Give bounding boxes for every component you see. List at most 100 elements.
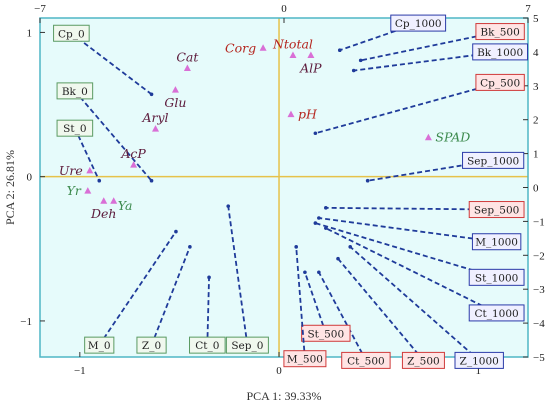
sample-cp-0: Cp_0 [53, 24, 154, 97]
sample-box [468, 304, 525, 322]
top-tick-label: 7 [525, 3, 531, 15]
sample-label: Ct_1000 [475, 308, 519, 320]
y-tick-label: −1 [20, 316, 32, 328]
x-tick-label: 0 [276, 365, 282, 377]
y-tick-label: 0 [27, 172, 33, 184]
variable-ntotal: Ntotal [272, 37, 313, 59]
sample-label: Cp_500 [480, 77, 520, 89]
sample-z-1000: Z_1000 [348, 245, 504, 369]
sample-label: St_0 [63, 123, 86, 135]
sample-point [174, 229, 178, 234]
sample-box [225, 336, 269, 354]
variable-aryl: Aryl [141, 110, 169, 132]
variable-label: AcP [120, 146, 146, 161]
variable-alp: AlP [299, 51, 322, 76]
sample-point [207, 275, 211, 280]
sample-label: Cp_1000 [395, 18, 442, 30]
sample-leader-line [206, 277, 210, 346]
x-axis-title: PCA 1: 39.33% [246, 389, 321, 403]
sample-z-500: Z_500 [336, 256, 445, 369]
sample-point [188, 245, 192, 249]
sample-label: Z_500 [407, 355, 440, 367]
variable-label: Ya [118, 198, 133, 213]
sample-point [97, 178, 102, 183]
variable-ure: Ure [59, 163, 94, 178]
sample-z-0: Z_0 [136, 245, 192, 354]
sample-sep-500: Sep_500 [324, 201, 525, 219]
variable-marker [287, 110, 295, 118]
sample-point [358, 58, 363, 63]
sample-label: Bk_1000 [477, 47, 523, 59]
variable-label: Yr [67, 183, 82, 198]
variable-label: Ntotal [272, 37, 313, 52]
sample-label: Bk_0 [62, 86, 88, 98]
sample-point [324, 226, 328, 230]
variable-marker [259, 44, 267, 51]
sample-m-0: M_0 [84, 229, 178, 354]
sample-leader-line [349, 246, 480, 362]
sample-box [390, 14, 447, 32]
sample-leader-line [318, 271, 367, 361]
sample-point [317, 270, 321, 275]
x-tick-label: 1 [475, 365, 481, 377]
sample-label: Ct_500 [347, 355, 385, 367]
sample-leader-line [150, 246, 191, 346]
variable-glu: Glu [164, 86, 186, 110]
sample-box [84, 336, 115, 354]
sample-box [56, 119, 94, 137]
right-tick-label: 0 [533, 183, 539, 195]
sample-label: Cp_0 [58, 28, 85, 40]
sample-label: M_0 [88, 340, 111, 352]
sample-point [149, 92, 154, 97]
variable-spad: SPAD [424, 130, 470, 145]
variable-marker [183, 64, 191, 71]
sample-label: Ct_0 [195, 340, 219, 352]
sample-label: M_500 [287, 354, 323, 366]
sample-box [472, 43, 529, 61]
sample-leader-line [295, 246, 306, 359]
sample-ct-500: Ct_500 [317, 270, 391, 369]
variable-marker [152, 125, 160, 132]
sample-m-1000: M_1000 [317, 216, 522, 251]
y-tick-label: 1 [27, 27, 33, 39]
sample-leader-line [318, 217, 497, 243]
y-axis-title: PCA 2: 26.81% [3, 150, 17, 225]
variable-label: Aryl [141, 110, 168, 125]
variable-yr: Yr [67, 183, 92, 198]
sample-leader-line [98, 231, 177, 346]
variable-label: Deh [90, 206, 116, 221]
sample-box [454, 351, 504, 369]
variable-marker [100, 197, 108, 204]
sample-point [351, 68, 356, 73]
sample-box [341, 351, 391, 369]
sample-cp-1000: Cp_1000 [337, 14, 447, 53]
sample-ct-0: Ct_0 [189, 275, 226, 354]
sample-box [136, 336, 167, 354]
sample-sep-0: Sep_0 [225, 204, 269, 354]
sample-bk-500: Bk_500 [358, 23, 525, 63]
sample-bk-0: Bk_0 [56, 82, 154, 183]
sample-point [337, 48, 342, 53]
right-tick-label: 2 [533, 115, 539, 127]
variable-ph: pH [287, 107, 318, 122]
sample-point [336, 256, 340, 261]
variable-label: SPAD [435, 130, 470, 145]
sample-point [348, 245, 353, 249]
variable-label: Ure [59, 163, 83, 178]
sample-m-500: M_500 [283, 245, 327, 368]
sample-leader-line [304, 271, 327, 334]
sample-box [401, 351, 445, 369]
sample-box [475, 73, 525, 91]
sample-point [303, 270, 307, 275]
sample-cp-500: Cp_500 [313, 73, 525, 136]
sample-leader-line [337, 258, 425, 361]
variable-corg: Corg [225, 40, 267, 55]
variable-deh: Deh [90, 197, 116, 221]
sample-box [468, 268, 525, 286]
right-tick-label: 1 [533, 149, 539, 161]
variable-label: Corg [225, 40, 256, 55]
sample-sep-1000: Sep_1000 [365, 151, 525, 183]
sample-point [324, 206, 328, 210]
sample-label: M_1000 [475, 237, 518, 249]
